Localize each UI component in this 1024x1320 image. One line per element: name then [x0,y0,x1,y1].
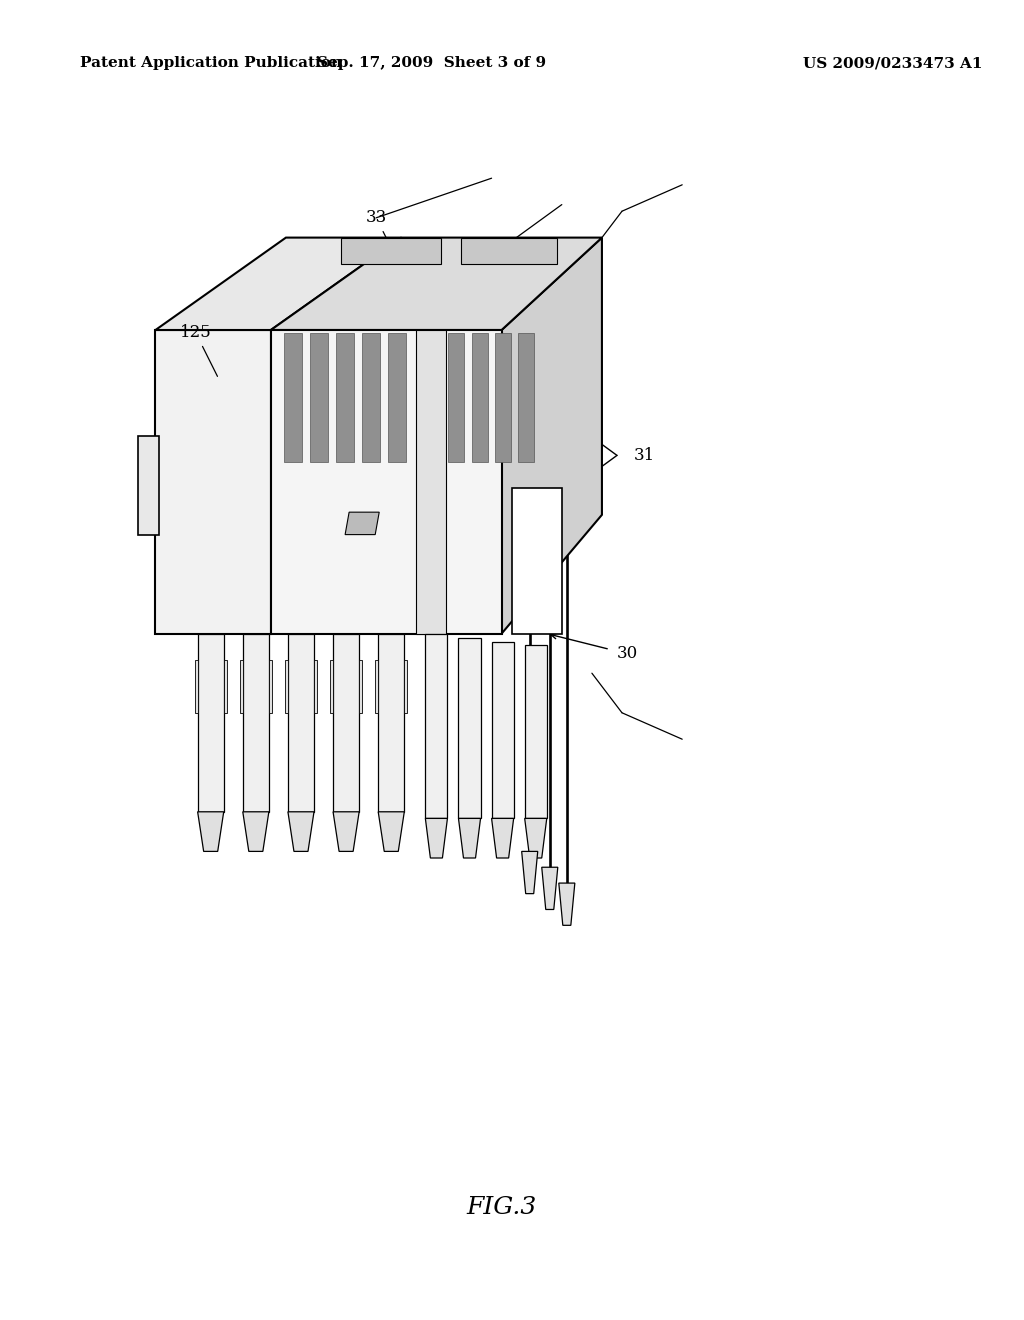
Polygon shape [314,660,317,713]
Polygon shape [156,238,401,330]
Polygon shape [462,238,557,264]
Polygon shape [223,660,226,713]
Polygon shape [521,851,538,894]
Polygon shape [271,330,502,634]
Text: 125: 125 [180,325,217,376]
Polygon shape [333,812,359,851]
Polygon shape [138,436,159,535]
Polygon shape [404,660,408,713]
Polygon shape [492,642,514,818]
Polygon shape [243,812,269,851]
Polygon shape [243,634,269,812]
Polygon shape [345,512,379,535]
Text: 33: 33 [366,210,398,261]
Polygon shape [425,634,447,818]
Polygon shape [195,660,198,713]
Text: 126: 126 [478,246,510,294]
Polygon shape [512,488,562,634]
Polygon shape [388,333,407,462]
Polygon shape [375,660,378,713]
Polygon shape [425,818,447,858]
Text: 30: 30 [617,645,638,661]
Text: FIG.3: FIG.3 [467,1196,537,1220]
Text: Patent Application Publication: Patent Application Publication [80,57,342,70]
Polygon shape [288,634,314,812]
Polygon shape [341,238,441,264]
Polygon shape [542,867,558,909]
Polygon shape [240,660,243,713]
Polygon shape [495,333,511,462]
Polygon shape [288,812,314,851]
Polygon shape [524,818,547,858]
Polygon shape [492,818,514,858]
Polygon shape [336,333,354,462]
Polygon shape [471,333,487,462]
Polygon shape [330,660,333,713]
Polygon shape [559,883,574,925]
Polygon shape [310,333,328,462]
Text: Sep. 17, 2009  Sheet 3 of 9: Sep. 17, 2009 Sheet 3 of 9 [316,57,546,70]
Polygon shape [333,634,359,812]
Polygon shape [284,333,302,462]
Polygon shape [378,634,404,812]
Polygon shape [198,812,223,851]
Polygon shape [198,634,223,812]
Polygon shape [459,638,480,818]
Polygon shape [417,330,446,634]
Text: 31: 31 [634,447,655,463]
Polygon shape [285,660,288,713]
Polygon shape [271,238,602,330]
Polygon shape [362,333,380,462]
Polygon shape [459,818,480,858]
Text: US 2009/0233473 A1: US 2009/0233473 A1 [803,57,982,70]
Polygon shape [156,330,271,634]
Polygon shape [359,660,362,713]
Polygon shape [378,812,404,851]
Polygon shape [449,333,465,462]
Polygon shape [502,238,602,634]
Polygon shape [518,333,534,462]
Polygon shape [269,660,272,713]
Polygon shape [524,645,547,818]
